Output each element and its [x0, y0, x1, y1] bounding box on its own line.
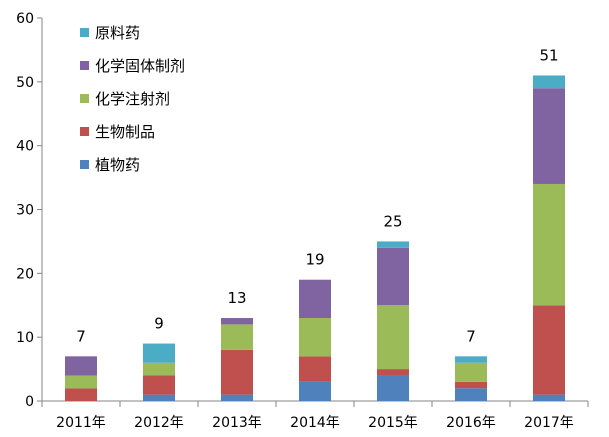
y-tick-label: 50	[16, 75, 34, 91]
legend-swatch	[80, 160, 89, 169]
total-label: 7	[76, 327, 86, 345]
bar-segment-3-6	[455, 362, 487, 382]
y-tick-label: 0	[25, 394, 34, 410]
bar-segment-3-2	[143, 362, 175, 376]
bar-segment-1-2	[143, 394, 175, 401]
bar-segment-5-5	[377, 241, 409, 248]
bar-segment-5-2	[143, 343, 175, 363]
x-tick-label: 2011年	[56, 415, 106, 431]
bars	[65, 75, 565, 401]
bar-segment-2-6	[455, 381, 487, 389]
bar-segment-2-4	[299, 356, 331, 382]
bar-segment-1-6	[455, 388, 487, 401]
x-axis: 2011年 2012年 2013年 2014年 2015年 2016年 2017年	[41, 400, 589, 431]
bar-segment-3-4	[299, 318, 331, 357]
bar-segment-3-3	[221, 324, 253, 350]
bar-segment-4-3	[221, 318, 253, 325]
bar-segment-5-6	[455, 356, 487, 363]
bar-segment-4-4	[299, 279, 331, 319]
x-tick-label: 2016年	[446, 415, 496, 431]
total-label: 7	[466, 327, 476, 345]
bar-segment-1-7	[533, 394, 565, 401]
legend-label: 原料药	[95, 24, 140, 42]
legend-label: 生物制品	[95, 123, 155, 141]
bar-segment-1-5	[377, 375, 409, 401]
bar-segment-2-3	[221, 349, 253, 395]
legend-swatch	[80, 61, 89, 70]
bar-segment-3-1	[65, 375, 97, 389]
bar-segment-2-7	[533, 305, 565, 395]
bar-segment-5-7	[533, 75, 565, 89]
bar-segment-2-2	[143, 375, 175, 395]
legend-swatch	[80, 127, 89, 136]
bar-segment-1-4	[299, 381, 331, 401]
y-axis: 0 10 20 30 40 50 60	[16, 11, 43, 410]
y-tick-label: 40	[16, 139, 34, 155]
total-label: 19	[305, 251, 324, 269]
bar-segment-3-7	[533, 183, 565, 306]
legend-label: 化学固体制剂	[95, 57, 185, 75]
legend-swatch	[80, 28, 89, 37]
y-tick-label: 20	[16, 266, 34, 282]
bar-segment-2-5	[377, 369, 409, 376]
bar-segment-4-5	[377, 247, 409, 306]
x-tick-label: 2015年	[368, 415, 418, 431]
x-tick-label: 2017年	[524, 415, 574, 431]
x-tick-label: 2014年	[290, 415, 340, 431]
legend-label: 化学注射剂	[95, 90, 170, 108]
total-label: 51	[539, 46, 558, 64]
total-label: 25	[383, 212, 402, 230]
total-label: 9	[154, 315, 164, 333]
bar-segment-3-5	[377, 305, 409, 370]
y-tick-label: 60	[16, 11, 34, 27]
y-tick-label: 30	[16, 203, 34, 219]
bar-segment-4-7	[533, 88, 565, 184]
total-labels: 7 9 13 19 25 7 51	[76, 46, 558, 345]
legend-label: 植物药	[95, 156, 140, 174]
bar-segment-2-1	[65, 388, 97, 401]
x-tick-label: 2012年	[134, 415, 184, 431]
y-tick-label: 10	[16, 330, 34, 346]
total-label: 13	[227, 289, 246, 307]
bar-segment-1-3	[221, 394, 253, 401]
legend-swatch	[80, 94, 89, 103]
bar-segment-4-1	[65, 356, 97, 376]
x-tick-label: 2013年	[212, 415, 262, 431]
